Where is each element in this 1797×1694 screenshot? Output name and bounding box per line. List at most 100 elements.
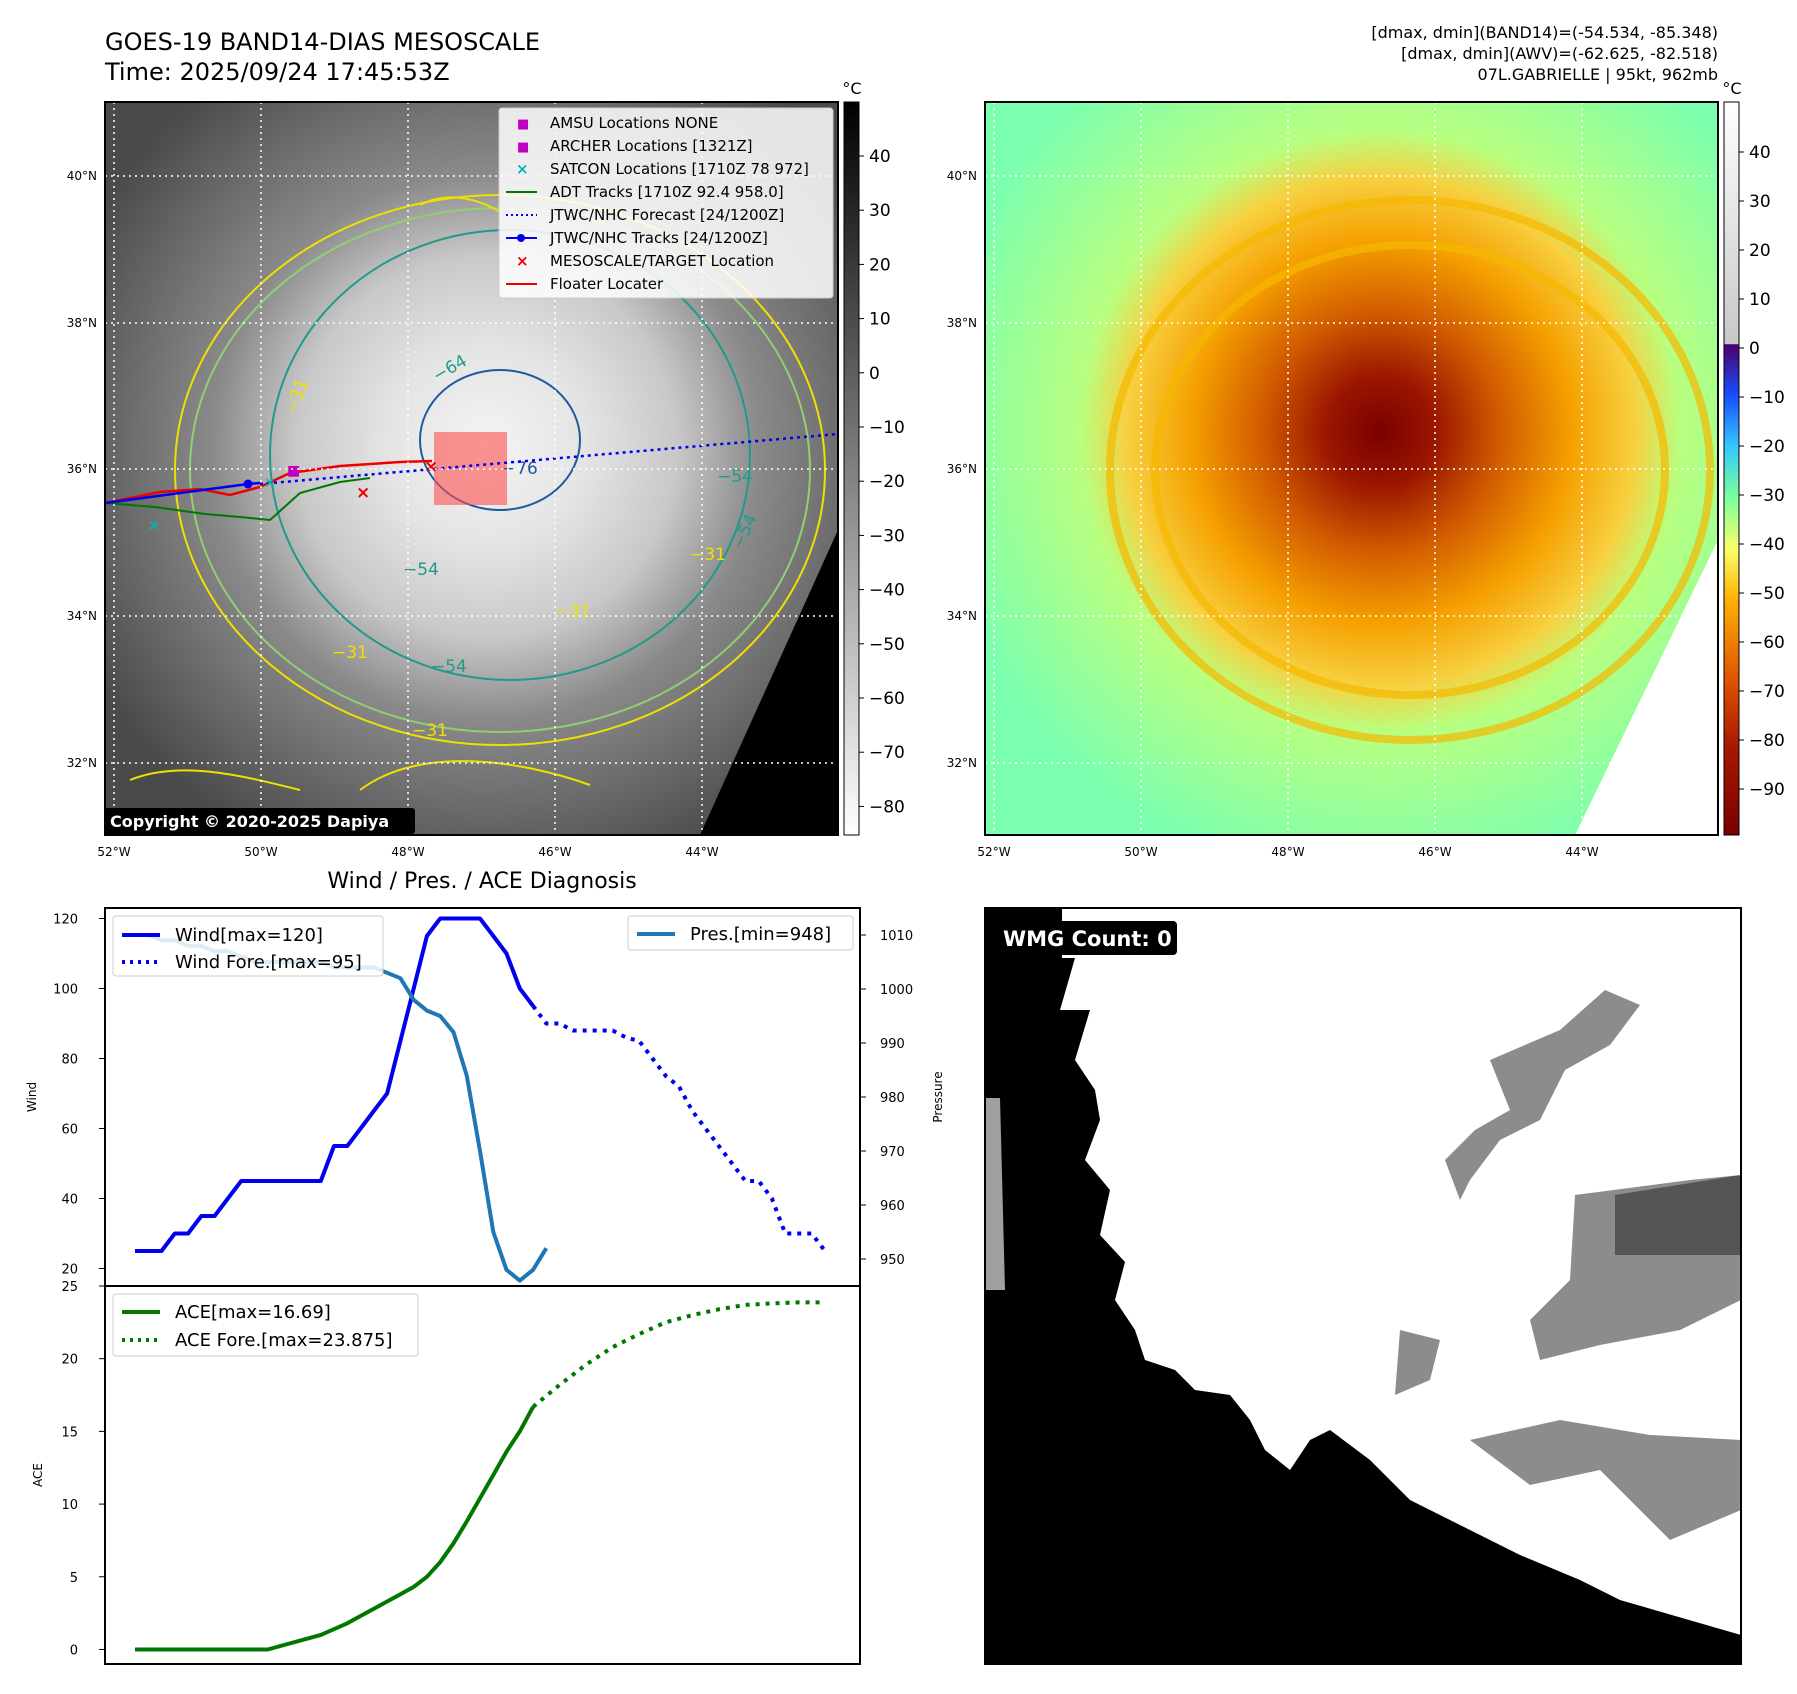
wind-ytick-label: 20 bbox=[61, 1263, 78, 1278]
right-colorbar-tick-label: −30 bbox=[1749, 486, 1785, 506]
lat-tick-labels: 40°N 38°N 36°N 34°N 32°N bbox=[947, 169, 977, 770]
right-colorbar-tick-label: −10 bbox=[1749, 388, 1785, 408]
lon-tick-label: 52°W bbox=[97, 845, 130, 859]
left-colorbar-tick-label: 10 bbox=[869, 310, 891, 330]
wmg-count: WMG Count: 0 bbox=[1003, 927, 1172, 951]
pres-ytick-label: 960 bbox=[880, 1199, 905, 1214]
wind-ytick-label: 60 bbox=[61, 1123, 78, 1138]
wmg-gray-region bbox=[1445, 990, 1640, 1200]
wind-axis-label: Wind bbox=[25, 1082, 39, 1112]
archer-marker-icon: ■ bbox=[517, 140, 529, 155]
lat-tick-label: 38°N bbox=[67, 316, 97, 330]
mesoscale-target-box bbox=[434, 432, 507, 505]
wmg-gray-region bbox=[1615, 1175, 1741, 1255]
right-colorbar-tick-label: −20 bbox=[1749, 437, 1785, 457]
gridlines bbox=[985, 102, 1718, 835]
best-track-point bbox=[243, 479, 253, 489]
wmg-dark-region bbox=[985, 908, 1741, 1664]
left-colorbar-tick-label: −80 bbox=[869, 797, 905, 817]
contour-label: −54 bbox=[403, 560, 439, 580]
lon-tick-label: 50°W bbox=[1124, 845, 1157, 859]
storm-info: 07L.GABRIELLE | 95kt, 962mb bbox=[1478, 65, 1718, 84]
contour-label: −31 bbox=[332, 643, 368, 663]
contour-label: −54 bbox=[431, 657, 467, 677]
awv-stats: [dmax, dmin](AWV)=(-62.625, -82.518) bbox=[1401, 44, 1718, 63]
lat-tick-label: 34°N bbox=[67, 609, 97, 623]
wind-legend: Wind[max=120] Wind Fore.[max=95] bbox=[112, 915, 384, 977]
right-colorbar-tick-label: −90 bbox=[1749, 780, 1785, 800]
adt-track bbox=[105, 477, 371, 522]
ace-ytick-label: 5 bbox=[70, 1571, 78, 1586]
wind-ytick-label: 120 bbox=[53, 913, 78, 928]
left-colorbar-tick-label: −20 bbox=[869, 472, 905, 492]
wmg-gray-region bbox=[985, 1098, 1005, 1290]
lat-tick-label: 36°N bbox=[947, 462, 977, 476]
legend-label: ACE[max=16.69] bbox=[175, 1302, 331, 1323]
left-colorbar-tick-label: 40 bbox=[869, 147, 891, 167]
left-colorbar-tick-label: −60 bbox=[869, 689, 905, 709]
pressure-axis-label: Pressure bbox=[931, 1071, 945, 1122]
lon-tick-label: 46°W bbox=[538, 845, 571, 859]
right-colorbar: °C 40 30 20 10 0 −10 −20 −30 −40 −50 −60 −70 −80 −90 bbox=[1722, 79, 1785, 836]
contour-label: −31 bbox=[412, 721, 448, 741]
wind-ytick-label: 40 bbox=[61, 1193, 78, 1208]
legend-label: Floater Locater bbox=[550, 275, 664, 293]
wind-ytick-label: 100 bbox=[53, 983, 78, 998]
copyright: Copyright © 2020-2025 Dapiya bbox=[110, 812, 389, 831]
satcon-marker: × bbox=[148, 518, 160, 534]
ace-ytick-label: 25 bbox=[61, 1280, 78, 1295]
legend-label: SATCON Locations [1710Z 78 972] bbox=[550, 160, 809, 178]
right-colorbar-tick-label: 40 bbox=[1749, 143, 1771, 163]
left-colorbar-tick-label: −70 bbox=[869, 743, 905, 763]
chart-title: Wind / Pres. / ACE Diagnosis bbox=[327, 869, 636, 894]
legend-label: JTWC/NHC Forecast [24/1200Z] bbox=[549, 206, 784, 224]
ace-axis-label: ACE bbox=[31, 1463, 45, 1487]
colorbar-unit: °C bbox=[1722, 79, 1741, 98]
ace-ytick-label: 15 bbox=[61, 1425, 78, 1440]
pres-ytick-label: 970 bbox=[880, 1145, 905, 1160]
wind-ytick-label: 80 bbox=[61, 1053, 78, 1068]
legend-label: Wind Fore.[max=95] bbox=[175, 952, 362, 973]
band14-stats: [dmax, dmin](BAND14)=(-54.534, -85.348) bbox=[1371, 23, 1718, 42]
ir-color-map: 40°N 38°N 36°N 34°N 32°N 52°W 50°W 48°W … bbox=[947, 79, 1785, 859]
lon-tick-labels: 52°W 50°W 48°W 46°W 44°W bbox=[97, 845, 718, 859]
right-colorbar-tick-label: −80 bbox=[1749, 731, 1785, 751]
lat-tick-label: 40°N bbox=[67, 169, 97, 183]
floater-locater-track bbox=[105, 459, 433, 505]
right-colorbar-tick-label: 20 bbox=[1749, 241, 1771, 261]
best-track bbox=[105, 481, 261, 505]
satcon-marker-icon: × bbox=[516, 160, 529, 178]
right-colorbar-tick-label: −70 bbox=[1749, 682, 1785, 702]
legend-label: JTWC/NHC Tracks [24/1200Z] bbox=[549, 229, 768, 247]
ace-ytick-label: 20 bbox=[61, 1353, 78, 1368]
legend-label: ADT Tracks [1710Z 92.4 958.0] bbox=[550, 183, 784, 201]
legend-label: Pres.[min=948] bbox=[690, 924, 831, 945]
legend: ■ AMSU Locations NONE ■ ARCHER Locations… bbox=[498, 107, 834, 299]
series-line-1 bbox=[531, 1004, 827, 1253]
right-colorbar-tick-label: 10 bbox=[1749, 290, 1771, 310]
target-marker-icon: × bbox=[516, 252, 529, 270]
lon-tick-label: 52°W bbox=[977, 845, 1010, 859]
gridlines bbox=[105, 102, 838, 835]
contour-label: −31 bbox=[555, 602, 591, 622]
ace-series-line-1 bbox=[531, 1300, 825, 1409]
ir-grayscale-map: −64 −76 −54 −54 −31 −31 −31 −54 −54 −31 … bbox=[67, 79, 905, 859]
lon-tick-label: 48°W bbox=[391, 845, 424, 859]
figure-time: Time: 2025/09/24 17:45:53Z bbox=[104, 58, 450, 86]
wind-pressure-chart: Wind / Pres. / ACE Diagnosis Wind Pressu… bbox=[25, 869, 945, 1287]
left-colorbar-tick-label: −40 bbox=[869, 581, 905, 601]
right-colorbar-tick-label: −50 bbox=[1749, 584, 1785, 604]
pres-ytick-label: 1010 bbox=[880, 929, 913, 944]
series-line-0 bbox=[135, 916, 535, 1253]
track-dot-icon bbox=[517, 234, 525, 242]
ace-ytick-label: 10 bbox=[61, 1498, 78, 1513]
lon-tick-label: 48°W bbox=[1271, 845, 1304, 859]
lat-tick-label: 34°N bbox=[947, 609, 977, 623]
pres-ytick-label: 950 bbox=[880, 1253, 905, 1268]
lat-tick-label: 36°N bbox=[67, 462, 97, 476]
left-colorbar-tick-label: 20 bbox=[869, 255, 891, 275]
figure-title: GOES-19 BAND14-DIAS MESOSCALE bbox=[105, 28, 540, 56]
legend-label: ACE Fore.[max=23.875] bbox=[175, 1330, 393, 1351]
pres-ytick-label: 1000 bbox=[880, 983, 913, 998]
